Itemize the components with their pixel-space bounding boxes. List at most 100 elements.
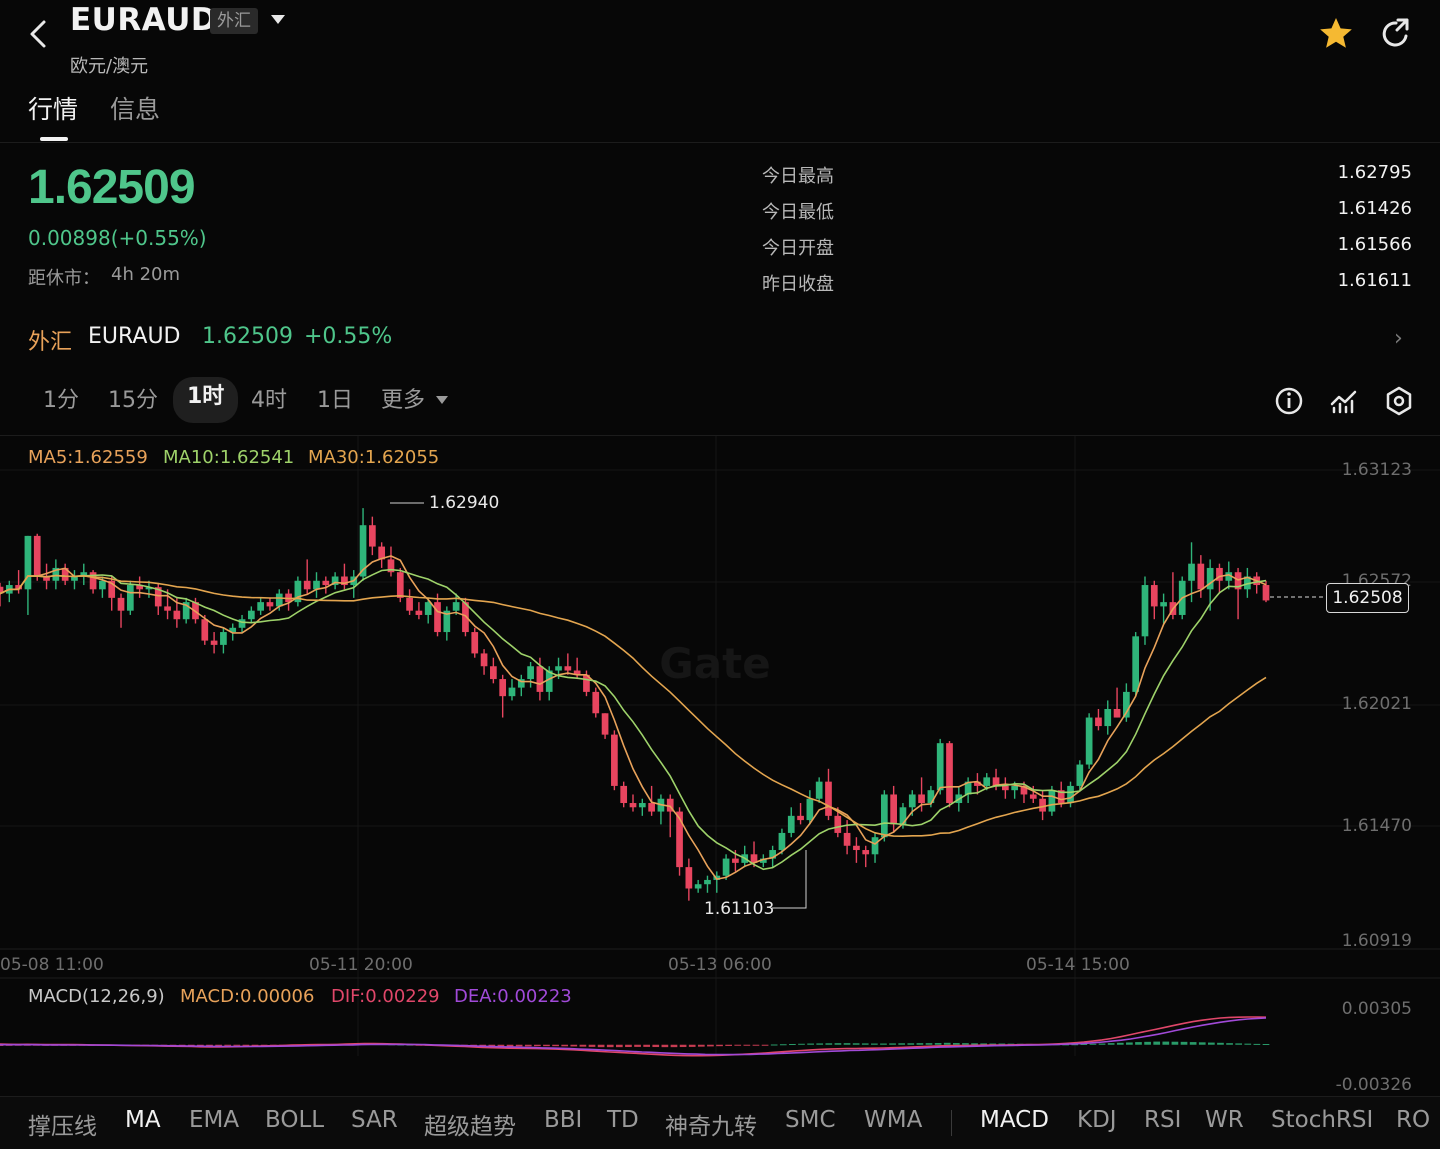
indicator-kdj[interactable]: KDJ <box>1077 1107 1117 1133</box>
candle <box>1104 708 1112 727</box>
dif-value: DIF:0.00229 <box>331 986 440 1007</box>
macd-bar <box>1162 1041 1170 1045</box>
macd-bar <box>1098 1043 1106 1045</box>
low-leader <box>772 850 807 909</box>
chevron-right-icon[interactable]: › <box>1394 326 1403 351</box>
candle <box>396 572 404 598</box>
interval-1h[interactable]: 1时 <box>173 377 239 423</box>
candle <box>1002 785 1009 791</box>
indicator-boll[interactable]: BOLL <box>265 1107 325 1133</box>
macd-bar <box>871 1043 878 1045</box>
candle <box>154 587 162 607</box>
candle <box>266 602 274 607</box>
indicator-ema[interactable]: EMA <box>189 1107 240 1133</box>
tab-market[interactable]: 行情 <box>28 95 79 124</box>
indicator-td[interactable]: TD <box>607 1107 639 1133</box>
candle <box>1057 790 1065 804</box>
info-icon[interactable] <box>1272 384 1306 418</box>
macd-bar <box>971 1043 978 1045</box>
candle <box>676 811 683 868</box>
indicator-icon[interactable] <box>1327 384 1361 418</box>
macd-bar <box>989 1043 997 1045</box>
candle <box>834 815 842 833</box>
macd-bar <box>1153 1041 1161 1045</box>
ma10-legend: MA10:1.62541 <box>163 447 295 468</box>
candle <box>341 576 348 586</box>
settings-icon[interactable] <box>1382 384 1416 418</box>
ticker-percent: +0.55% <box>304 324 393 349</box>
share-icon[interactable] <box>1376 14 1416 54</box>
indicator-ma[interactable]: MA <box>125 1107 161 1133</box>
back-arrow-icon[interactable] <box>24 16 56 52</box>
candle <box>182 602 190 620</box>
candle <box>611 734 618 786</box>
interval-1m[interactable]: 1分 <box>43 388 79 413</box>
indicator-macd[interactable]: MACD <box>980 1107 1049 1133</box>
indicator-smc[interactable]: SMC <box>785 1107 836 1133</box>
candle <box>33 535 41 577</box>
candle <box>1150 585 1158 607</box>
candle <box>257 602 264 611</box>
indicator-support-resistance[interactable]: 撑压线 <box>28 1114 97 1140</box>
interval-15m[interactable]: 15分 <box>108 388 158 413</box>
candle <box>480 653 488 667</box>
ma5-legend: MA5:1.62559 <box>28 447 148 468</box>
kline-chart[interactable]: Gate <box>0 436 1440 1096</box>
indicator-wr[interactable]: WR <box>1205 1107 1244 1133</box>
symbol-dropdown-icon[interactable] <box>271 15 285 24</box>
macd-bar <box>1262 1044 1270 1046</box>
indicator-roc[interactable]: RO <box>1396 1107 1431 1133</box>
macd-bar <box>916 1043 924 1045</box>
macd-title: MACD(12,26,9) <box>28 986 165 1007</box>
candle <box>443 610 451 633</box>
last-price-tag: 1.62508 <box>1326 583 1409 613</box>
indicator-magic-nine[interactable]: 神奇九转 <box>665 1114 757 1140</box>
candle <box>471 632 479 654</box>
candle <box>759 858 767 863</box>
market-close-label: 距休市： <box>28 268 100 289</box>
chevron-down-icon[interactable] <box>436 396 448 404</box>
interval-4h[interactable]: 4时 <box>251 388 287 413</box>
indicator-separator <box>951 1110 952 1136</box>
candle <box>80 572 88 577</box>
y-tick: 1.61470 <box>1341 816 1412 836</box>
macd-bar <box>1126 1042 1133 1045</box>
candle <box>694 884 702 889</box>
macd-bar <box>1107 1043 1115 1045</box>
indicator-sar[interactable]: SAR <box>351 1107 398 1133</box>
macd-bar <box>934 1043 942 1045</box>
ticker-symbol[interactable]: EURAUD <box>88 324 181 349</box>
ma30-legend: MA30:1.62055 <box>308 447 440 468</box>
macd-bar <box>752 1044 760 1046</box>
macd-bar <box>734 1044 742 1046</box>
symbol-title[interactable]: EURAUD <box>70 2 218 38</box>
candle <box>555 666 562 671</box>
macd-bar <box>1189 1042 1197 1045</box>
indicator-wma[interactable]: WMA <box>864 1107 923 1133</box>
candle <box>24 535 32 590</box>
ticker-category[interactable]: 外汇 <box>28 330 73 355</box>
indicator-supertrend[interactable]: 超级趋势 <box>424 1114 516 1140</box>
macd-value: MACD:0.00006 <box>180 986 315 1007</box>
candle <box>490 666 497 680</box>
indicator-stochrsi[interactable]: StochRSI <box>1271 1107 1374 1133</box>
candle <box>378 546 386 560</box>
tab-info[interactable]: 信息 <box>110 95 161 124</box>
candle <box>517 679 525 688</box>
macd-bar <box>670 1044 678 1048</box>
macd-bar <box>242 1044 250 1046</box>
star-icon[interactable] <box>1316 14 1356 54</box>
macd-y-tick: 0.00305 <box>1341 999 1412 1019</box>
y-tick: 1.62021 <box>1341 694 1412 714</box>
macd-bar <box>1116 1042 1124 1045</box>
stat-low-label: 今日最低 <box>762 202 834 223</box>
interval-more[interactable]: 更多 <box>381 388 426 413</box>
candle <box>648 803 655 812</box>
indicator-rsi[interactable]: RSI <box>1144 1107 1182 1133</box>
stat-open-label: 今日开盘 <box>762 238 834 259</box>
indicator-bbi[interactable]: BBI <box>544 1107 583 1133</box>
candle <box>992 777 1000 786</box>
macd-bar <box>615 1044 623 1048</box>
symbol-subtitle: 欧元/澳元 <box>70 56 149 77</box>
interval-1d[interactable]: 1日 <box>317 388 353 413</box>
